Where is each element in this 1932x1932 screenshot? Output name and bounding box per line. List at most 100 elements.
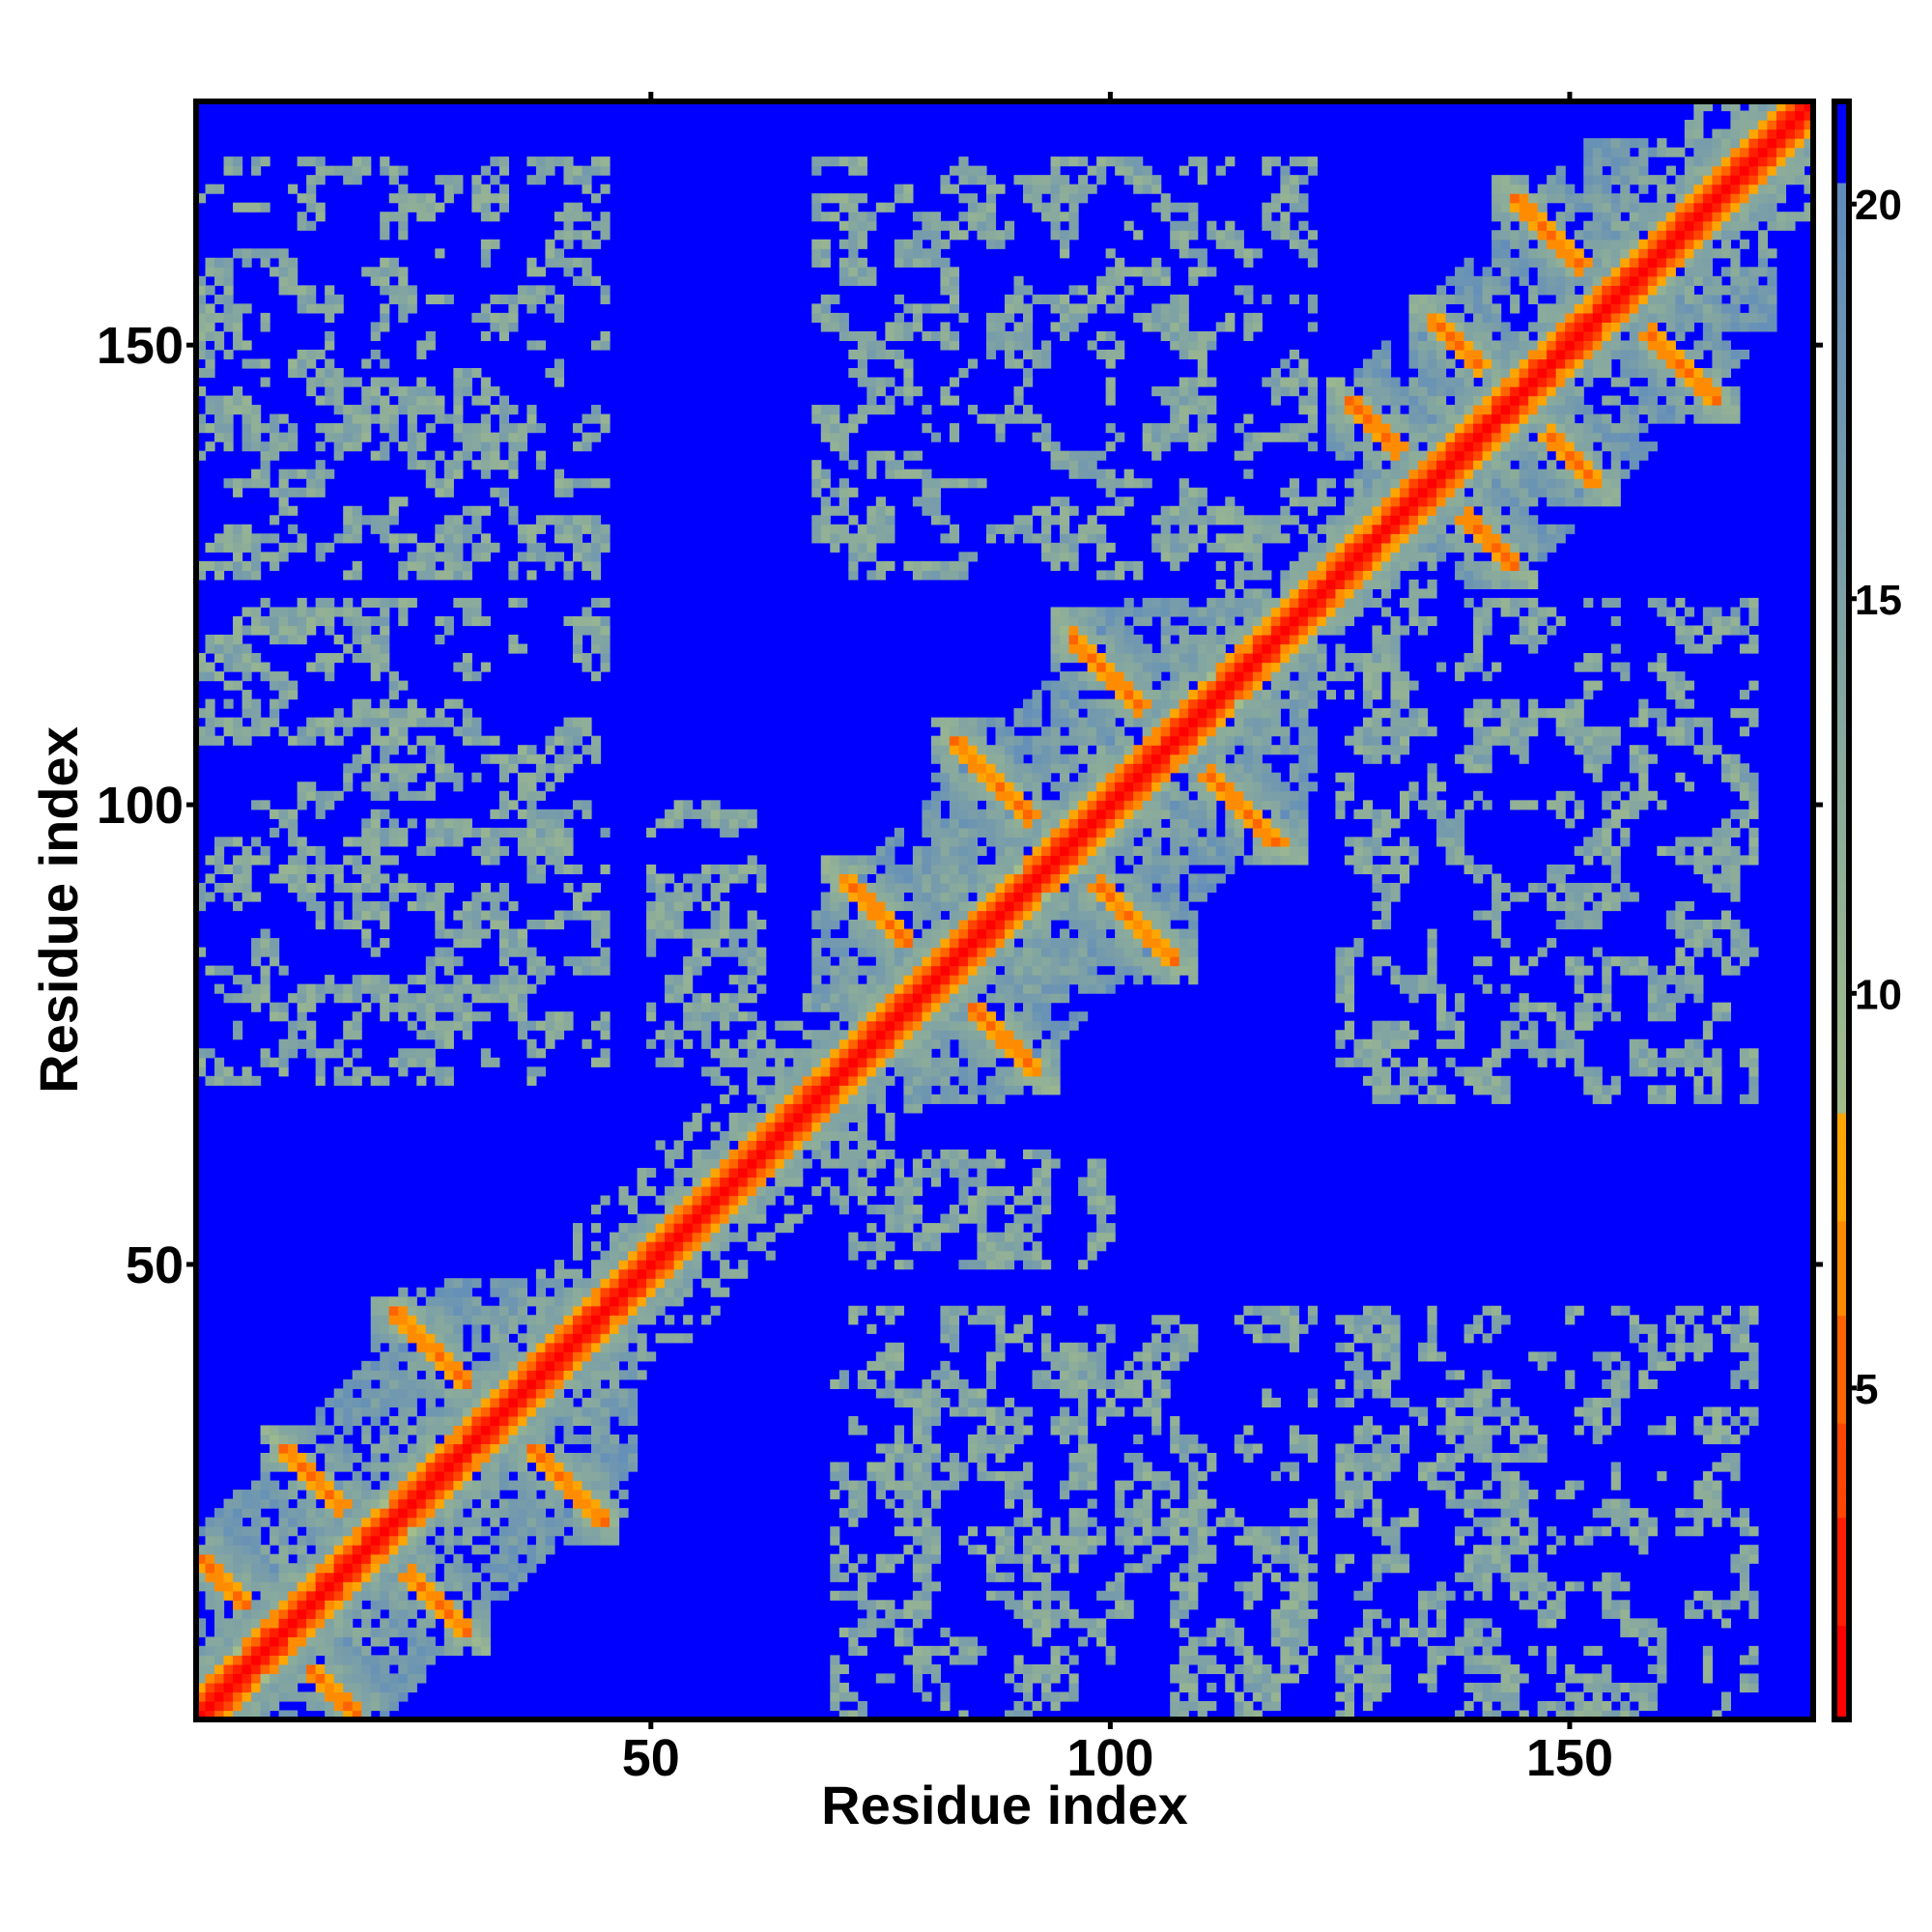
heatmap-cell [912,1397,923,1408]
heatmap-cell [977,965,987,976]
heatmap-cell [315,1600,326,1610]
heatmap-cell [756,1085,767,1095]
heatmap-cell [278,1425,289,1435]
heatmap-cell [912,1673,923,1684]
heatmap-cell [922,478,932,489]
heatmap-cell [857,349,867,360]
heatmap-cell [435,524,445,534]
heatmap-cell [582,910,592,921]
heatmap-cell [875,1205,886,1215]
heatmap-cell [462,1002,472,1012]
heatmap-cell [985,349,997,360]
heatmap-cell [288,1572,298,1582]
heatmap-cell [453,1471,464,1482]
heatmap-cell [554,864,565,875]
heatmap-cell [242,1682,252,1693]
heatmap-cell [205,892,215,902]
heatmap-cell [922,1020,932,1031]
heatmap-cell [582,552,592,562]
heatmap-cell [949,745,960,755]
heatmap-cell [940,386,951,397]
heatmap-cell [333,303,344,314]
heatmap-cell [720,1149,730,1160]
heatmap-cell [811,938,822,949]
heatmap-cell [811,947,822,957]
heatmap-cell [333,1453,344,1463]
heatmap-cell [333,377,344,387]
heatmap-cell [498,312,509,324]
heatmap-cell [867,1223,877,1234]
heatmap-cell [214,1655,225,1665]
heatmap-cell [977,735,987,746]
heatmap-cell [490,432,500,442]
heatmap-cell [490,239,500,249]
heatmap-cell [665,1232,675,1242]
heatmap-cell [930,827,942,838]
heatmap-cell [590,1315,602,1325]
heatmap-cell [747,855,757,866]
heatmap-cell [453,1296,464,1307]
heatmap-cell [875,882,886,894]
heatmap-cell [498,1563,509,1574]
heatmap-cell [582,1453,592,1463]
heatmap-cell [572,653,583,664]
heatmap-cell [838,1103,849,1114]
heatmap-cell [710,1223,721,1234]
heatmap-cell [453,597,464,609]
heatmap-cell [885,1205,895,1215]
heatmap-cell [545,1498,555,1509]
heatmap-cell [977,1305,987,1316]
heatmap-cell [535,1425,547,1435]
heatmap-cell [554,753,565,764]
heatmap-cell [628,1241,639,1252]
heatmap-cell [333,1517,344,1527]
heatmap-cell [407,1453,417,1463]
heatmap-cell [885,920,895,930]
heatmap-cell [811,1186,822,1197]
heatmap-cell [610,1526,620,1537]
heatmap-cell [425,827,436,838]
heatmap-cell [270,1480,280,1491]
heatmap-cell [462,1020,472,1031]
heatmap-cell [480,1480,491,1491]
heatmap-cell [196,1627,207,1637]
heatmap-cell [940,900,951,912]
heatmap-cell [490,1305,500,1316]
heatmap-cell [333,1434,344,1445]
heatmap-cell [398,294,409,304]
heatmap-cell [728,928,739,939]
heatmap-cell [343,643,354,654]
heatmap-cell [857,910,867,921]
heatmap-cell [251,165,262,176]
heatmap-cell [435,1600,445,1610]
heatmap-cell [885,560,895,571]
heatmap-cell [398,1462,409,1472]
heatmap-cell [590,1287,602,1297]
heatmap-cell [260,1590,270,1601]
heatmap-cell [526,1397,537,1408]
heatmap-cell [747,920,757,930]
heatmap-cell [443,1315,454,1325]
heatmap-cell [922,303,932,314]
heatmap-cell [867,1094,877,1104]
heatmap-cell [370,1443,381,1454]
heatmap-cell [885,1057,895,1067]
heatmap-cell [958,1655,969,1665]
heatmap-cell [985,873,997,884]
heatmap-cell [830,1535,840,1546]
heatmap-cell [508,1563,519,1574]
heatmap-cell [233,680,243,691]
heatmap-cell [618,1370,629,1380]
heatmap-cell [875,845,886,856]
heatmap-cell [765,1122,776,1132]
heatmap-cell [352,1030,362,1040]
heatmap-cell [325,1618,335,1629]
heatmap-cell [343,1636,354,1647]
heatmap-cell [967,882,979,894]
heatmap-cell [867,1471,877,1482]
heatmap-cell [701,928,712,939]
heatmap-cell [352,1655,362,1665]
heatmap-cell [352,1490,362,1500]
heatmap-cell [233,1700,243,1712]
heatmap-cell [306,1425,317,1435]
